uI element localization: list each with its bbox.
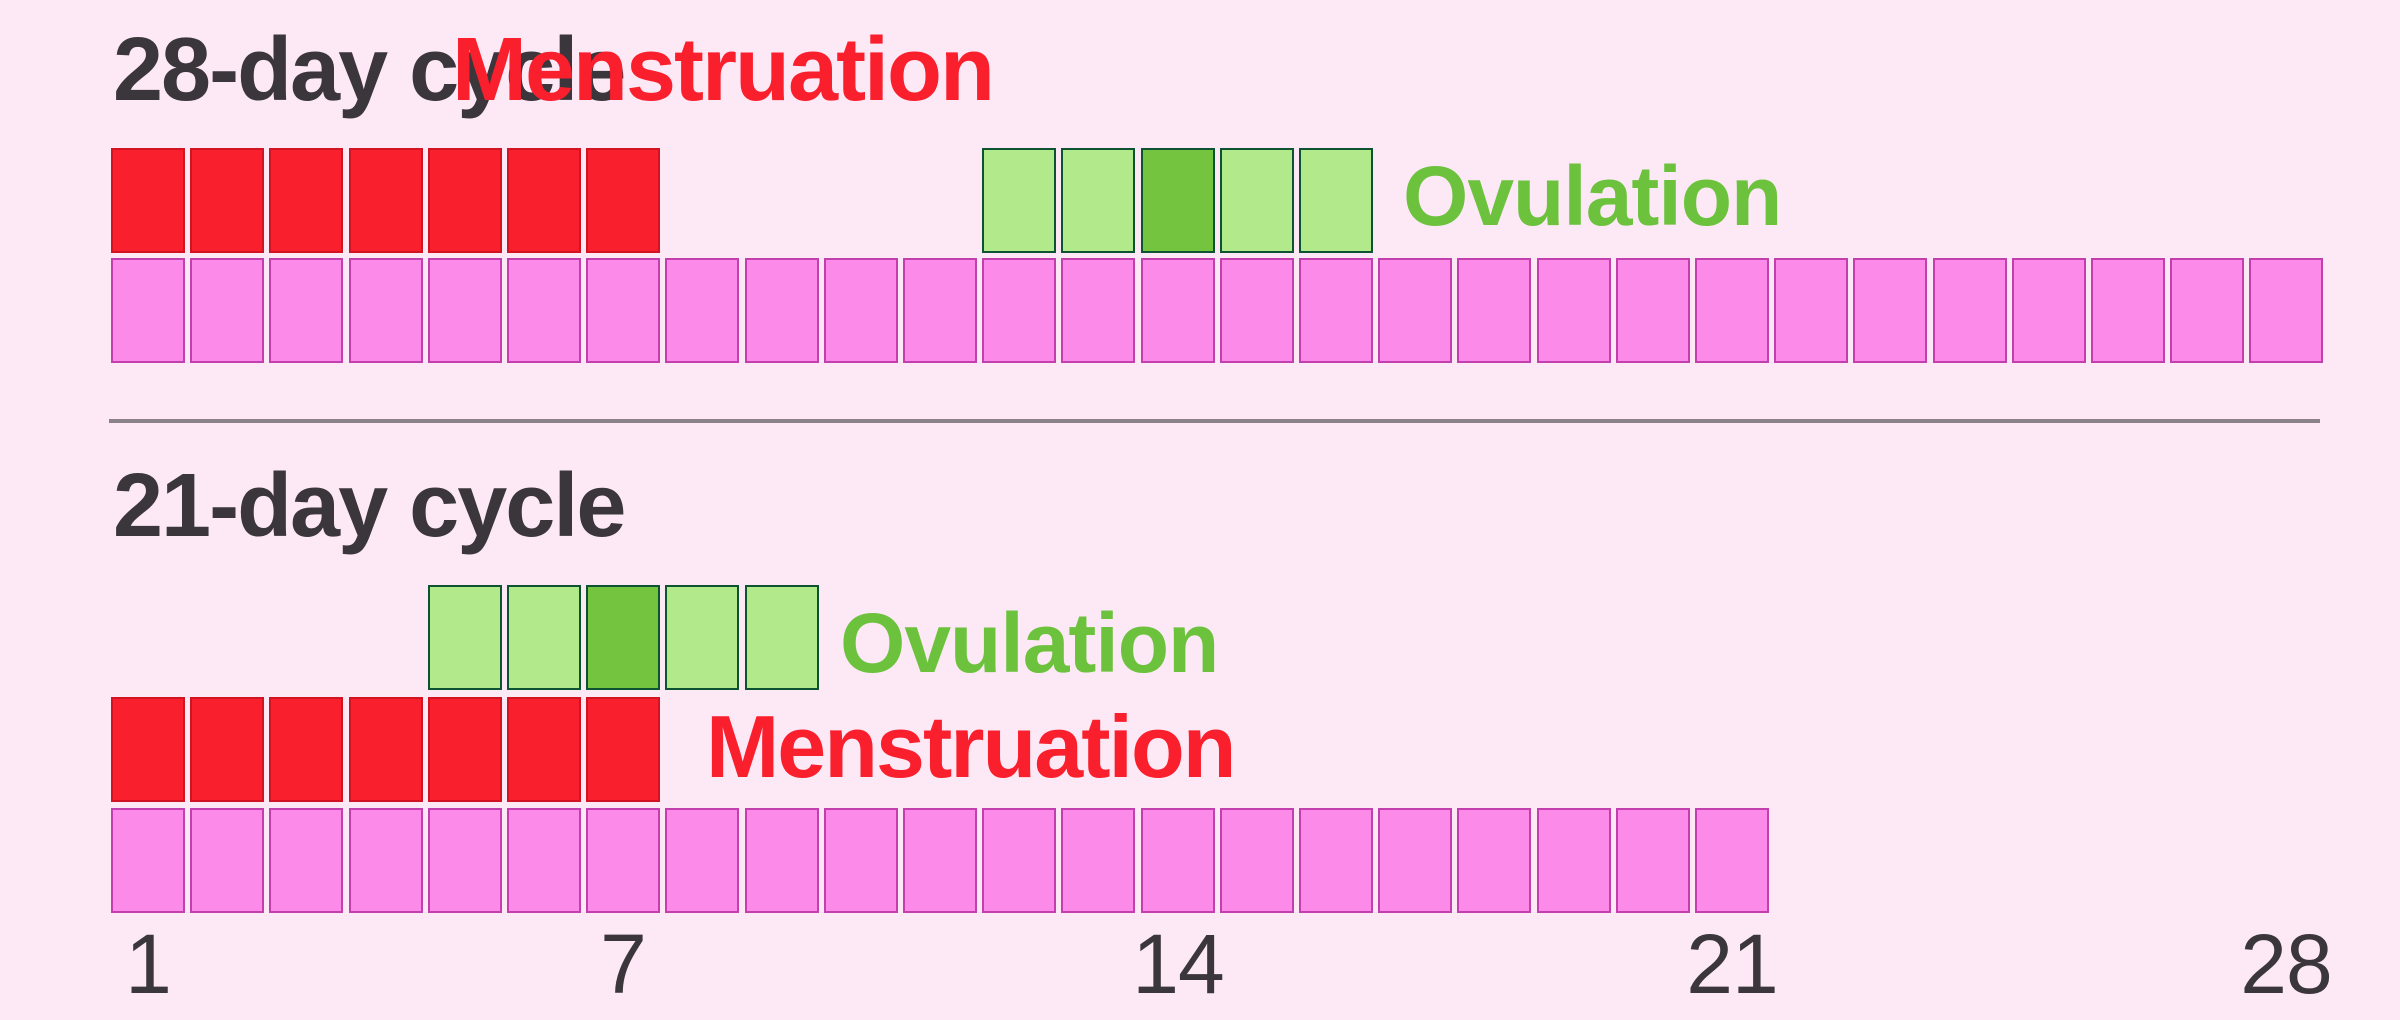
- day-cell: [2170, 258, 2244, 363]
- day-cell: [2091, 258, 2165, 363]
- axis-tick-label: 1: [125, 917, 172, 1011]
- axis-tick-label: 7: [600, 917, 647, 1011]
- day-cell: [1774, 258, 1848, 363]
- axis-tick-label: 28: [2240, 917, 2332, 1011]
- day-cell-menstruation: [428, 697, 502, 802]
- day-cell: [1457, 808, 1531, 913]
- day-cell-menstruation: [269, 697, 343, 802]
- day-cell-menstruation: [586, 697, 660, 802]
- day-cell-menstruation: [507, 148, 581, 253]
- section-title-28-day: 28-day cycle: [113, 20, 626, 120]
- day-cell: [1378, 258, 1452, 363]
- day-cell: [1061, 258, 1135, 363]
- day-cell-ovulation: [1299, 148, 1373, 253]
- day-cell: [1220, 258, 1294, 363]
- day-cell-menstruation: [190, 148, 264, 253]
- day-cell-menstruation: [190, 697, 264, 802]
- day-cell: [665, 808, 739, 913]
- day-cell: [1616, 258, 1690, 363]
- day-cell: [586, 258, 660, 363]
- day-cell: [982, 808, 1056, 913]
- day-cell: [190, 808, 264, 913]
- day-cell-menstruation: [111, 148, 185, 253]
- day-cell-ovulation: [665, 585, 739, 690]
- day-cell: [1695, 808, 1769, 913]
- day-cell: [745, 808, 819, 913]
- ovulation-label-bottom: Ovulation: [840, 596, 1219, 690]
- day-cell: [1061, 808, 1135, 913]
- day-cell: [1141, 808, 1215, 913]
- day-cell: [982, 258, 1056, 363]
- day-cell: [1695, 258, 1769, 363]
- day-cell-ovulation-peak: [1141, 148, 1215, 253]
- day-cell-ovulation: [1220, 148, 1294, 253]
- day-cell: [428, 258, 502, 363]
- day-cell: [824, 808, 898, 913]
- day-cell: [824, 258, 898, 363]
- day-cell-ovulation: [982, 148, 1056, 253]
- day-cell: [2012, 258, 2086, 363]
- day-cell: [507, 258, 581, 363]
- day-cell: [1141, 258, 1215, 363]
- day-cell: [665, 258, 739, 363]
- day-cell: [1378, 808, 1452, 913]
- day-cell: [1220, 808, 1294, 913]
- day-cell: [190, 258, 264, 363]
- day-cell-menstruation: [269, 148, 343, 253]
- day-cell-menstruation: [586, 148, 660, 253]
- day-cell: [586, 808, 660, 913]
- menstruation-label-bottom: Menstruation: [706, 697, 1236, 796]
- axis-tick-label: 21: [1686, 917, 1778, 1011]
- day-cell: [1933, 258, 2007, 363]
- day-cell: [507, 808, 581, 913]
- day-cell-ovulation: [1061, 148, 1135, 253]
- day-cell: [745, 258, 819, 363]
- day-cell: [111, 258, 185, 363]
- day-cell: [111, 808, 185, 913]
- section-title-21-day: 21-day cycle: [113, 456, 626, 556]
- day-cell-menstruation: [428, 148, 502, 253]
- day-cell: [269, 808, 343, 913]
- day-cell-menstruation: [507, 697, 581, 802]
- day-cell: [1537, 258, 1611, 363]
- day-cell-ovulation-peak: [586, 585, 660, 690]
- axis-tick-label: 14: [1132, 917, 1224, 1011]
- day-cell: [428, 808, 502, 913]
- day-cell: [1537, 808, 1611, 913]
- day-cell: [1853, 258, 1927, 363]
- day-cell: [1616, 808, 1690, 913]
- day-cell: [1457, 258, 1531, 363]
- day-cell: [903, 258, 977, 363]
- day-cell: [349, 808, 423, 913]
- day-cell: [903, 808, 977, 913]
- day-cell: [269, 258, 343, 363]
- day-cell: [1299, 808, 1373, 913]
- menstruation-label-top: Menstruation: [452, 20, 995, 120]
- day-cell-menstruation: [349, 697, 423, 802]
- day-cell: [349, 258, 423, 363]
- day-cell: [2249, 258, 2323, 363]
- day-cell-menstruation: [349, 148, 423, 253]
- section-divider: [109, 419, 2320, 423]
- ovulation-label-top: Ovulation: [1403, 149, 1782, 243]
- day-cell-ovulation: [428, 585, 502, 690]
- day-cell: [1299, 258, 1373, 363]
- day-cell-menstruation: [111, 697, 185, 802]
- day-cell-ovulation: [745, 585, 819, 690]
- day-cell-ovulation: [507, 585, 581, 690]
